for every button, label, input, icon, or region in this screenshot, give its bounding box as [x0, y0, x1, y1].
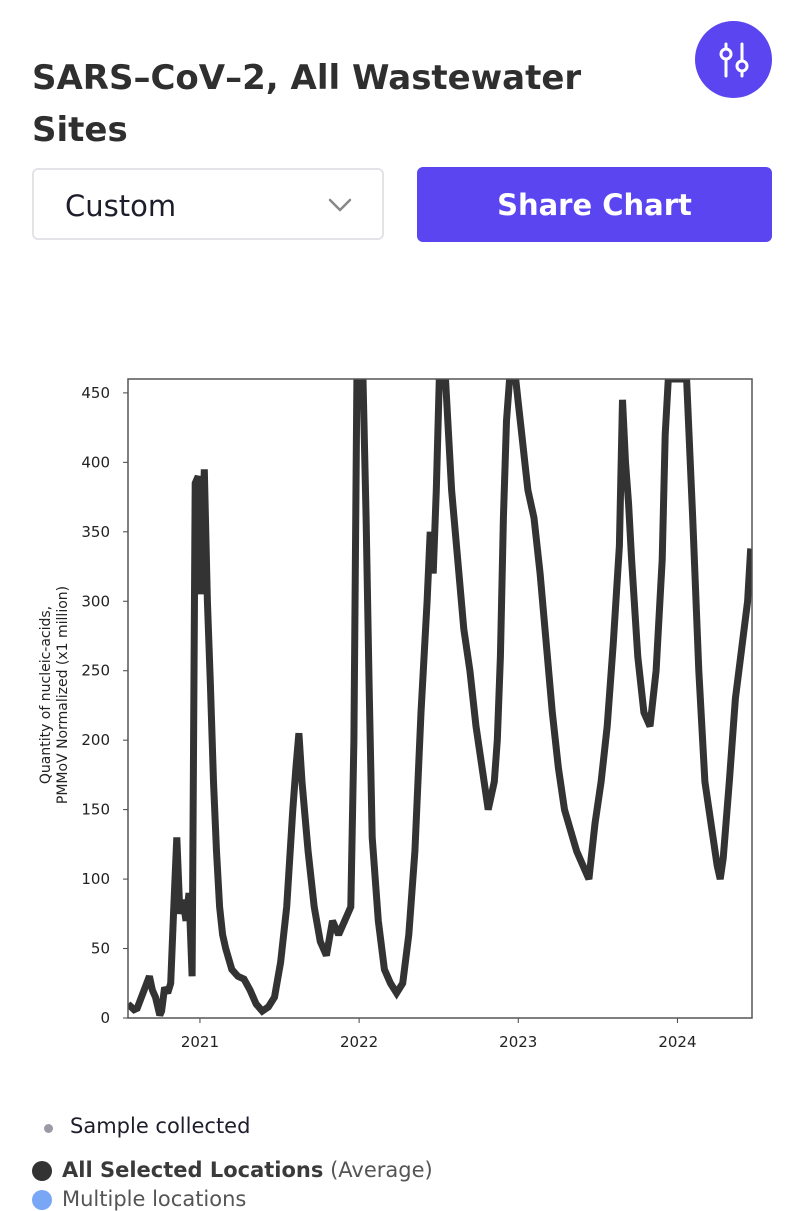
share-chart-button[interactable]: Share Chart [417, 167, 772, 242]
date-range-select[interactable]: Custom [32, 168, 384, 240]
legend-sample-dot [44, 1124, 53, 1133]
y-tick-label: 250 [81, 662, 110, 680]
y-tick-label: 400 [81, 453, 110, 471]
y-tick-label: 50 [91, 940, 110, 958]
legend-sample-label: Sample collected [70, 1114, 251, 1138]
y-tick-label: 100 [81, 870, 110, 888]
x-tick-label: 2023 [499, 1033, 537, 1051]
y-axis-label-line2: PMMoV Normalized (x1 million) [55, 586, 71, 804]
y-tick-label: 0 [100, 1009, 110, 1027]
y-tick-label: 350 [81, 523, 110, 541]
chevron-down-icon [328, 198, 352, 212]
series-group [128, 379, 752, 1017]
filter-settings-button[interactable] [695, 21, 772, 98]
legend-multiple-dot [32, 1190, 52, 1210]
y-tick-label: 150 [81, 801, 110, 819]
date-range-value: Custom [65, 189, 177, 223]
plot-frame [127, 378, 753, 1019]
y-axis-ticks: 0 50 100 150 200 250 300 350 400 450 [81, 384, 128, 1027]
x-axis-ticks: 2021 2022 2023 2024 [181, 1018, 697, 1051]
legend-selected-label: All Selected Locations [62, 1158, 324, 1182]
x-tick-label: 2022 [340, 1033, 378, 1051]
x-tick-label: 2024 [658, 1033, 696, 1051]
legend-multiple-label: Multiple locations [62, 1187, 247, 1211]
series-line-0 [128, 379, 752, 1017]
y-tick-label: 450 [81, 384, 110, 402]
sliders-icon [719, 42, 749, 78]
y-axis-label: Quantity of nucleic-acids, PMMoV Normaliz… [38, 586, 71, 804]
page-title: SARS–CoV–2, All Wastewater Sites [32, 58, 582, 150]
y-tick-label: 200 [81, 731, 110, 749]
legend-selected-suffix: (Average) [330, 1158, 433, 1182]
y-axis-label-line1: Quantity of nucleic-acids, [38, 606, 54, 784]
wastewater-line-chart: Quantity of nucleic-acids, PMMoV Normaliz… [38, 378, 753, 1051]
x-tick-label: 2021 [181, 1033, 219, 1051]
y-tick-label: 300 [81, 592, 110, 610]
legend-selected-dot [32, 1161, 52, 1181]
